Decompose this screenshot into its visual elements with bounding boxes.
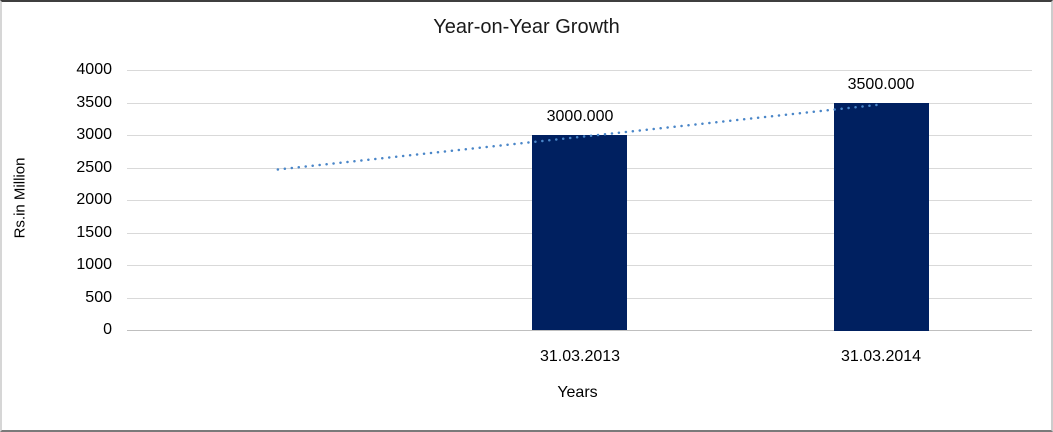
bar [834, 103, 929, 331]
bar-data-label: 3000.000 [546, 108, 614, 125]
x-category-label: 31.03.2014 [840, 348, 922, 365]
gridline [127, 70, 1032, 71]
y-tick-label: 500 [85, 289, 112, 306]
y-axis-title-text: Rs.in Million [11, 157, 29, 239]
bar-data-label: 3500.000 [847, 76, 915, 93]
x-axis-title: Years [557, 384, 598, 401]
y-tick-label: 3000 [76, 126, 112, 143]
y-tick-label: 3500 [76, 94, 112, 111]
chart-title: Year-on-Year Growth [433, 16, 620, 38]
x-category-label: 31.03.2013 [539, 348, 621, 365]
y-tick-label: 2500 [76, 159, 112, 176]
y-tick-label: 2000 [76, 191, 112, 208]
bar [532, 135, 627, 330]
y-tick-label: 4000 [76, 61, 112, 78]
y-tick-label: 0 [103, 321, 112, 338]
x-axis-line [127, 330, 1032, 331]
y-tick-label: 1500 [76, 224, 112, 241]
y-tick-label: 1000 [76, 256, 112, 273]
